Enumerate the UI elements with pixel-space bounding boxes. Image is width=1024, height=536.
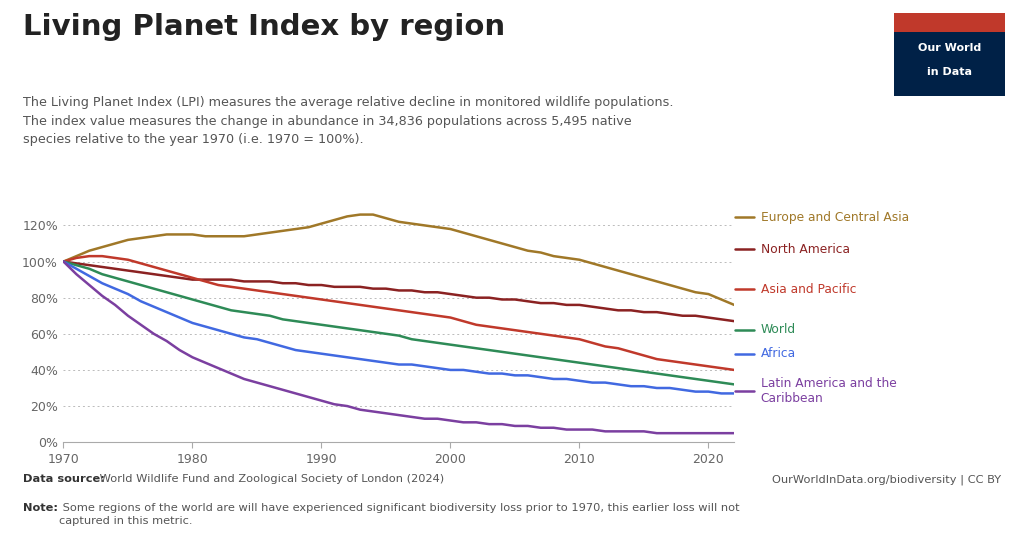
Text: Note:: Note:: [23, 503, 57, 513]
Text: Latin America and the
Caribbean: Latin America and the Caribbean: [761, 377, 897, 405]
Text: North America: North America: [761, 243, 850, 256]
Text: Some regions of the world are will have experienced significant biodiversity los: Some regions of the world are will have …: [59, 503, 740, 526]
Text: World Wildlife Fund and Zoological Society of London (2024): World Wildlife Fund and Zoological Socie…: [96, 474, 444, 485]
Text: World: World: [761, 323, 796, 336]
Text: Africa: Africa: [761, 347, 796, 360]
Text: in Data: in Data: [927, 66, 972, 77]
Text: Asia and Pacific: Asia and Pacific: [761, 283, 856, 296]
Text: Data source:: Data source:: [23, 474, 104, 485]
Bar: [894, 13, 1005, 32]
Text: The Living Planet Index (LPI) measures the average relative decline in monitored: The Living Planet Index (LPI) measures t…: [23, 96, 673, 146]
Text: Living Planet Index by region: Living Planet Index by region: [23, 13, 505, 41]
Text: Europe and Central Asia: Europe and Central Asia: [761, 211, 909, 224]
Text: OurWorldInData.org/biodiversity | CC BY: OurWorldInData.org/biodiversity | CC BY: [772, 474, 1001, 485]
Text: Our World: Our World: [918, 43, 981, 53]
